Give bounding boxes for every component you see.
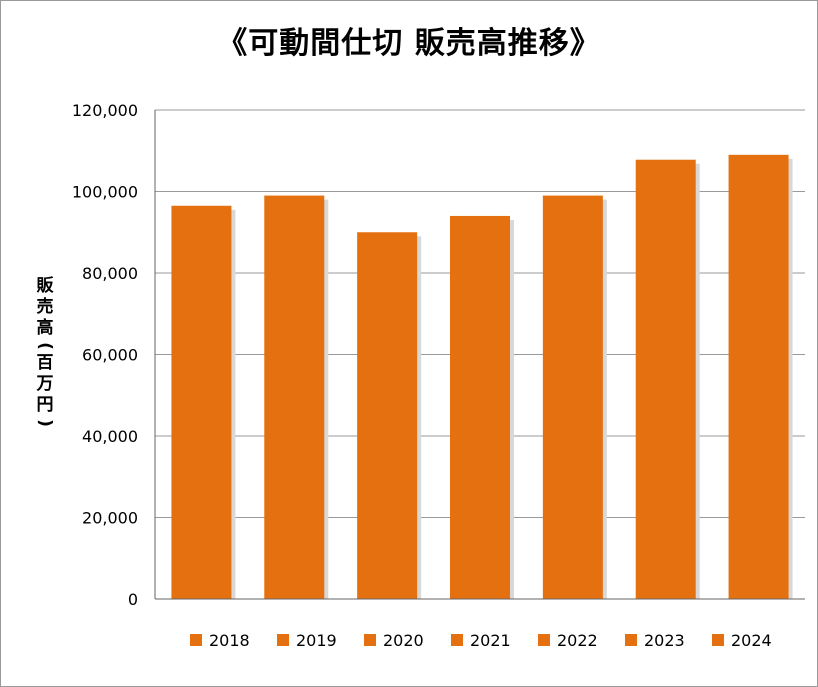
legend-label: 2020 (383, 631, 424, 650)
legend-label: 2023 (644, 631, 685, 650)
axes: 0 20,000 40,000 60,000 80,000 100,000 120,000 (72, 101, 805, 609)
legend-swatch (190, 634, 202, 646)
bar (728, 154, 789, 599)
y-tick-label: 80,000 (82, 264, 138, 283)
bar (357, 232, 418, 599)
bar (542, 195, 603, 599)
y-tick-label: 20,000 (82, 509, 138, 528)
legend-label: 2021 (470, 631, 511, 650)
bar (635, 159, 696, 599)
bar (264, 195, 325, 599)
y-tick-label: 40,000 (82, 427, 138, 446)
legend-swatch (277, 634, 289, 646)
y-axis-title-char: 販 (36, 276, 54, 296)
legend-label: 2022 (557, 631, 598, 650)
y-axis-title-char: 高 (36, 318, 54, 338)
legend-label: 2024 (731, 631, 772, 650)
y-axis-title: 販 売 高 ( 百 万 円 ) (30, 276, 60, 430)
y-axis-title-char: 百 (36, 353, 54, 373)
legend-swatch (451, 634, 463, 646)
legend: 2018 2019 2020 2021 2022 2023 2024 (190, 631, 772, 650)
bar (450, 215, 510, 599)
legend-swatch (625, 634, 637, 646)
y-tick-label: 100,000 (72, 183, 138, 202)
legend-swatch (538, 634, 550, 646)
legend-swatch (364, 634, 376, 646)
y-axis-title-char: 万 (36, 374, 54, 394)
legend-label: 2018 (209, 631, 250, 650)
y-tick-label: 120,000 (72, 101, 138, 120)
y-tick-label: 0 (128, 590, 138, 609)
bar (171, 205, 232, 599)
legend-label: 2019 (296, 631, 337, 650)
chart-title: 《可動間仕切 販売高推移》 (217, 26, 601, 61)
y-axis-title-char: 円 (36, 395, 54, 415)
y-axis-title-char: 売 (36, 297, 54, 317)
bars (171, 154, 793, 599)
legend-swatch (712, 634, 724, 646)
y-tick-label: 60,000 (82, 346, 138, 365)
